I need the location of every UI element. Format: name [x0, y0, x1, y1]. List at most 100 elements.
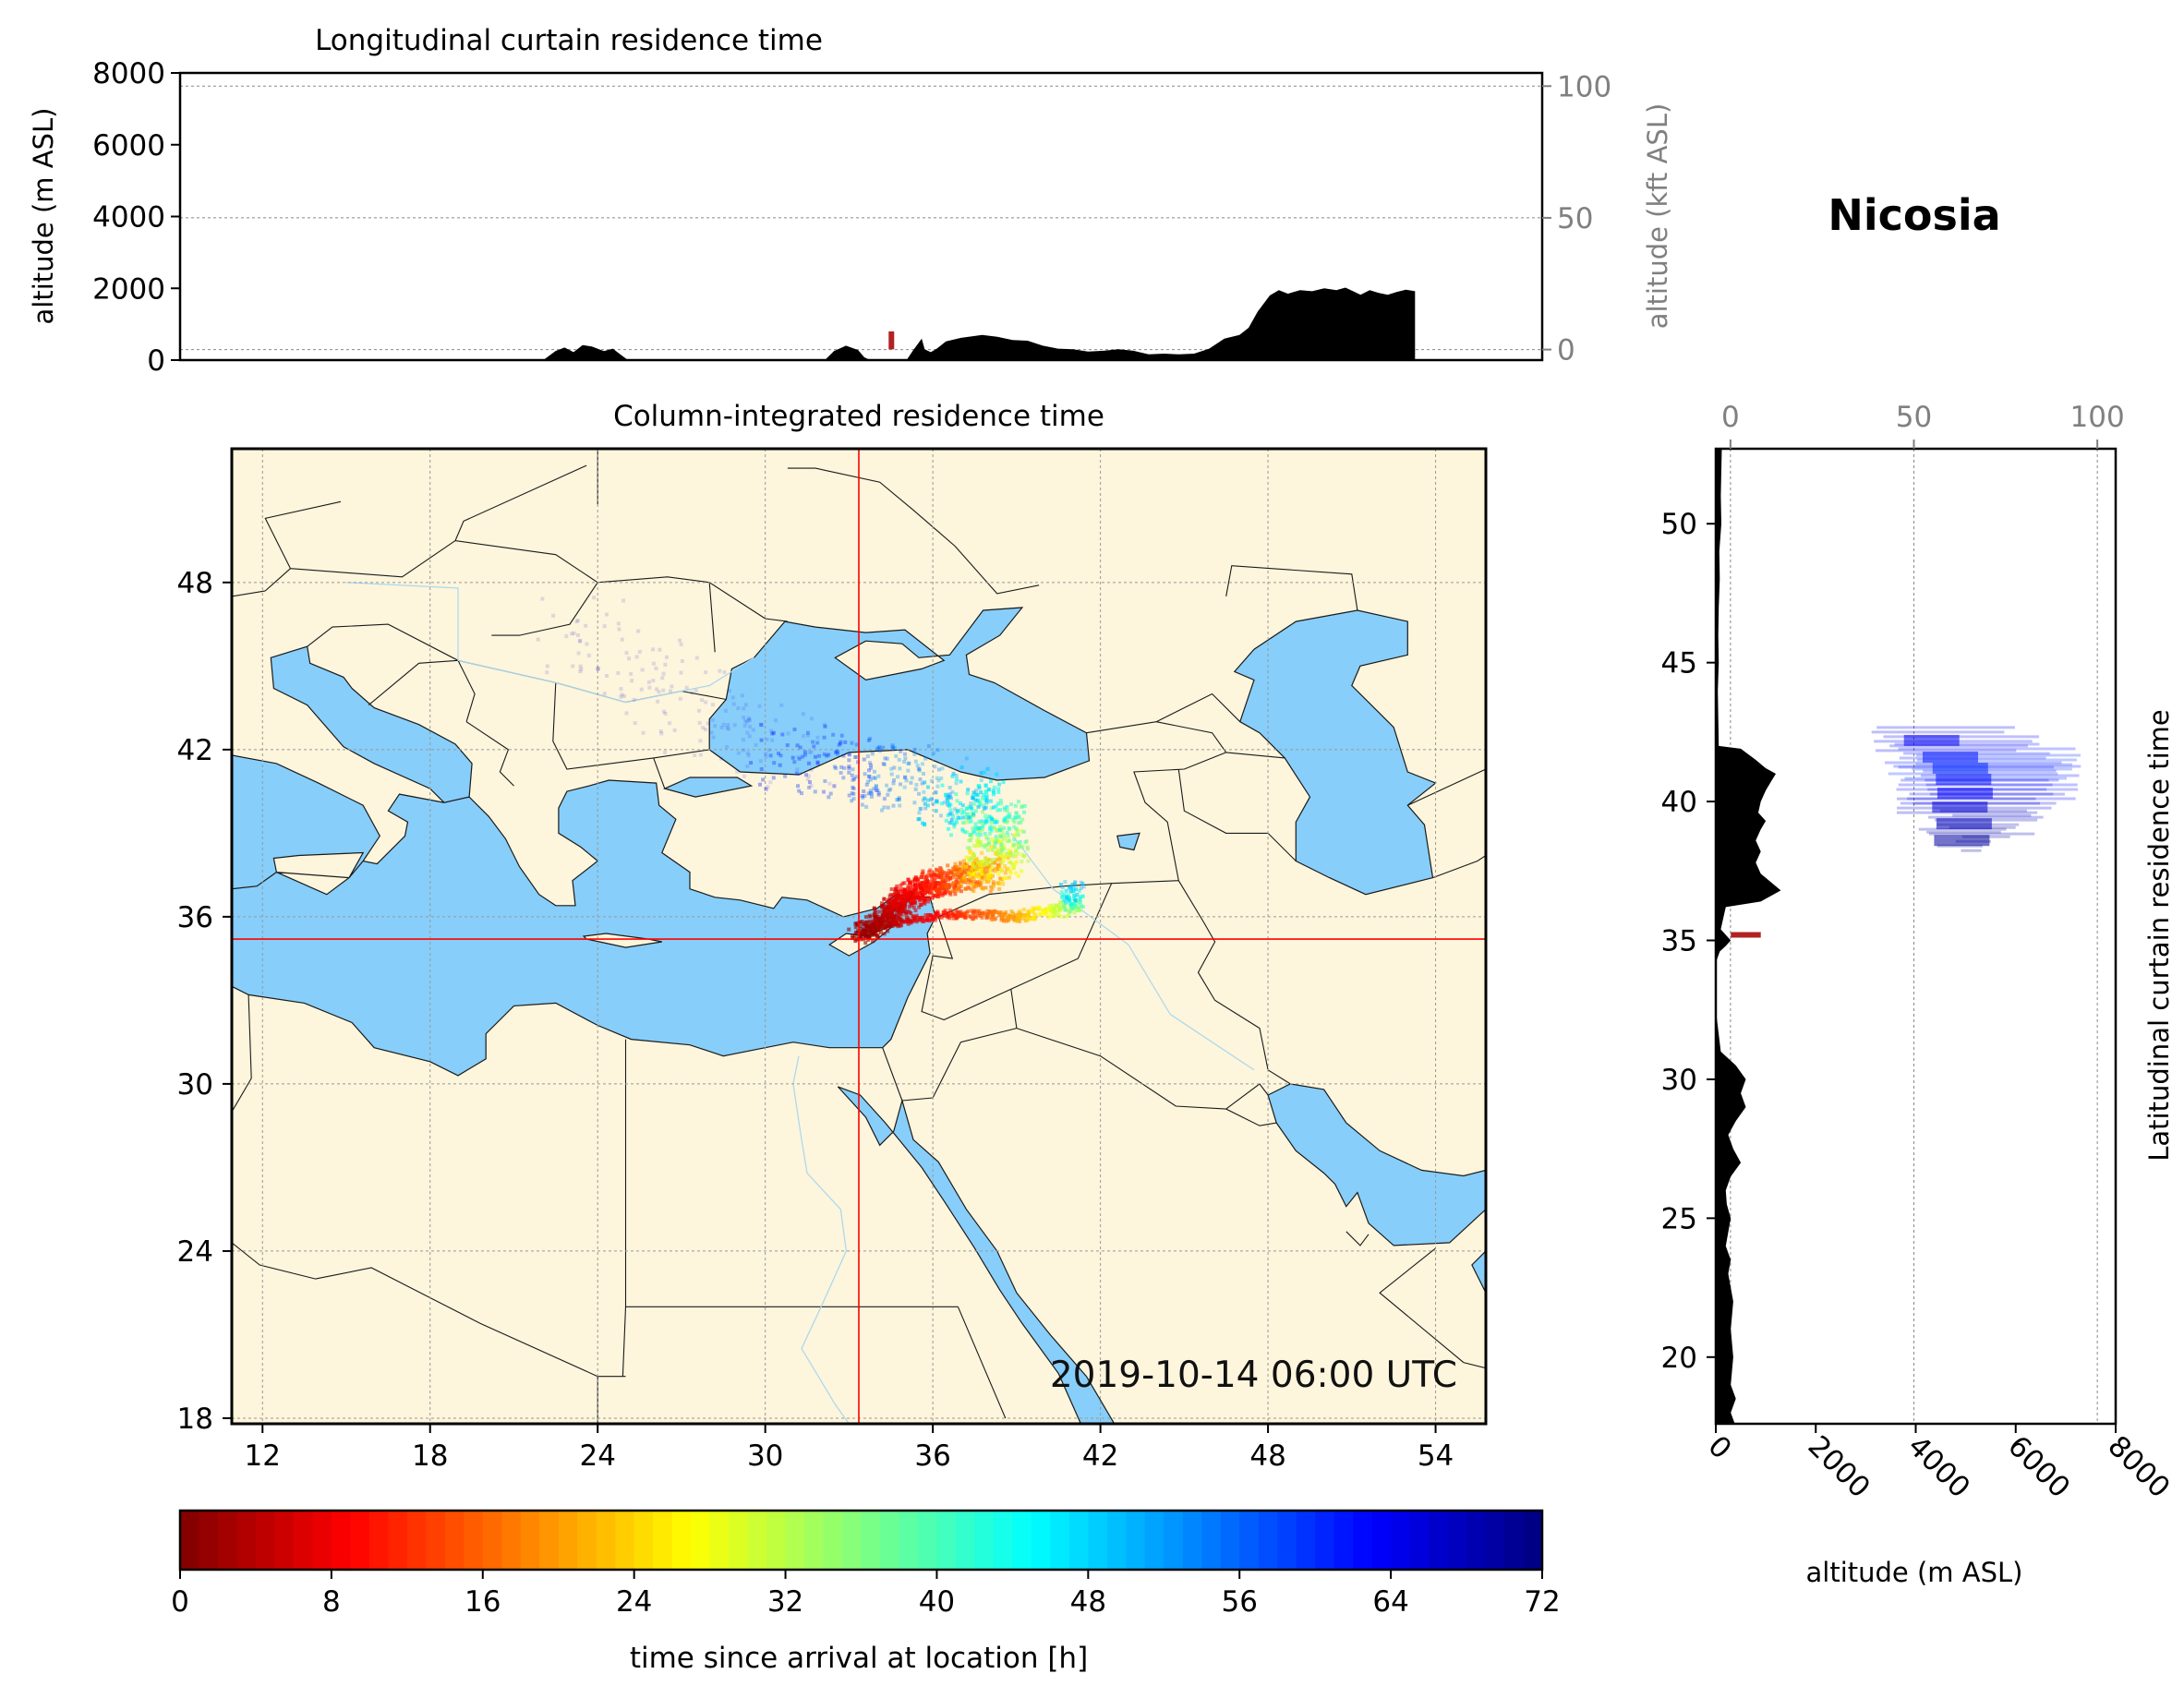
side-plume-core — [1923, 751, 1978, 763]
plume-cell — [913, 909, 918, 913]
plume-cell — [985, 766, 990, 771]
plume-cell — [959, 808, 964, 812]
plume-cell — [906, 886, 911, 891]
plume-cell — [637, 649, 642, 654]
side-ytick-label: 35 — [1661, 925, 1697, 958]
plume-cell — [872, 911, 876, 916]
plume-cell — [953, 807, 958, 812]
plume-cell — [976, 913, 981, 918]
plume-cell — [1005, 876, 1008, 880]
plume-cell — [619, 694, 623, 699]
plume-cell — [976, 804, 981, 809]
plume-cell — [847, 758, 851, 763]
plume-cell — [999, 843, 1004, 847]
plume-cell — [894, 888, 899, 893]
map-ytick-label: 18 — [177, 1403, 213, 1436]
colorbar-tick-label: 48 — [1070, 1585, 1106, 1619]
plume-cell — [823, 724, 827, 729]
plume-cell — [967, 871, 971, 875]
plume-cell — [815, 760, 820, 765]
plume-cell — [1079, 880, 1083, 885]
plume-cell — [792, 728, 797, 731]
plume-cell — [758, 782, 762, 787]
plume-cell — [1027, 909, 1032, 913]
plume-cell — [854, 742, 859, 747]
plume-cell — [922, 772, 925, 776]
plume-cell — [1016, 874, 1020, 879]
plume-cell — [939, 867, 944, 872]
plume-cell — [929, 891, 934, 896]
plume-cell — [872, 787, 876, 791]
top-ytick-label: 8000 — [92, 57, 165, 90]
plume-cell — [1070, 883, 1075, 886]
plume-cell — [921, 821, 924, 825]
plume-cell — [662, 709, 666, 714]
map-xtick-label: 12 — [245, 1439, 281, 1473]
plume-cell — [910, 903, 914, 908]
plume-cell — [950, 884, 955, 887]
plume-cell — [958, 801, 962, 806]
plume-cell — [1068, 904, 1073, 909]
plume-cell — [602, 692, 607, 696]
plume-cell — [954, 781, 959, 786]
plume-cell — [841, 776, 846, 780]
plume-cell — [1005, 809, 1009, 813]
plume-cell — [711, 703, 715, 707]
plume-cell — [1005, 839, 1009, 844]
plume-cell — [869, 763, 873, 767]
plume-cell — [658, 647, 662, 652]
plume-cell — [896, 918, 900, 922]
plume-cell — [928, 868, 933, 873]
plume-cell — [902, 907, 907, 911]
plume-cell — [916, 885, 921, 890]
plume-cell — [1013, 915, 1018, 919]
plume-cell — [1062, 914, 1067, 919]
plume-cell — [954, 880, 959, 884]
plume-cell — [1075, 893, 1080, 897]
plume-cell — [923, 822, 927, 826]
plume-cell — [661, 671, 666, 676]
plume-cell — [920, 781, 924, 786]
plume-cell — [925, 873, 930, 878]
plume-cell — [847, 770, 851, 775]
map-frame — [230, 447, 1488, 1426]
colorbar-cell — [1220, 1511, 1240, 1570]
plume-cell — [890, 743, 895, 748]
plume-cell — [1019, 820, 1023, 825]
colorbar: 0 8 16 24 32 40 48 56 64 72 — [171, 1509, 1561, 1619]
plume-cell — [764, 754, 768, 759]
plume-cell — [966, 885, 971, 889]
plume-cell — [1001, 882, 1006, 886]
plume-cell — [895, 896, 899, 900]
plume-cell — [1073, 902, 1078, 906]
plume-cell — [978, 913, 983, 918]
station-name: Nicosia — [1828, 190, 2001, 240]
colorbar-cell — [255, 1511, 276, 1570]
plume-cell — [876, 790, 881, 795]
plume-cell — [860, 802, 864, 807]
colorbar-cell — [520, 1511, 540, 1570]
plume-cell — [978, 883, 983, 887]
plume-cell — [955, 811, 959, 815]
plume-cell — [968, 846, 972, 850]
plume-cell — [920, 915, 924, 920]
plume-cell — [945, 802, 949, 807]
colorbar-cell — [729, 1511, 749, 1570]
plume-cell — [1018, 919, 1022, 923]
plume-cell — [1007, 826, 1011, 831]
plume-cell — [992, 909, 996, 914]
plume-cell — [798, 745, 802, 750]
plume-cell — [983, 784, 988, 788]
plume-cell — [914, 889, 919, 894]
plume-cell — [605, 674, 609, 678]
top-ytick-label: 4000 — [92, 201, 165, 235]
plume-cell — [977, 839, 982, 844]
map-timestamp: 2019-10-14 06:00 UTC — [1050, 1355, 1457, 1396]
plume-cell — [854, 775, 859, 779]
plume-cell — [960, 863, 965, 868]
plume-cell — [933, 878, 937, 883]
plume-cell — [868, 789, 873, 793]
plume-cell — [912, 752, 917, 756]
plume-cell — [979, 843, 983, 848]
plume-cell — [672, 729, 677, 732]
